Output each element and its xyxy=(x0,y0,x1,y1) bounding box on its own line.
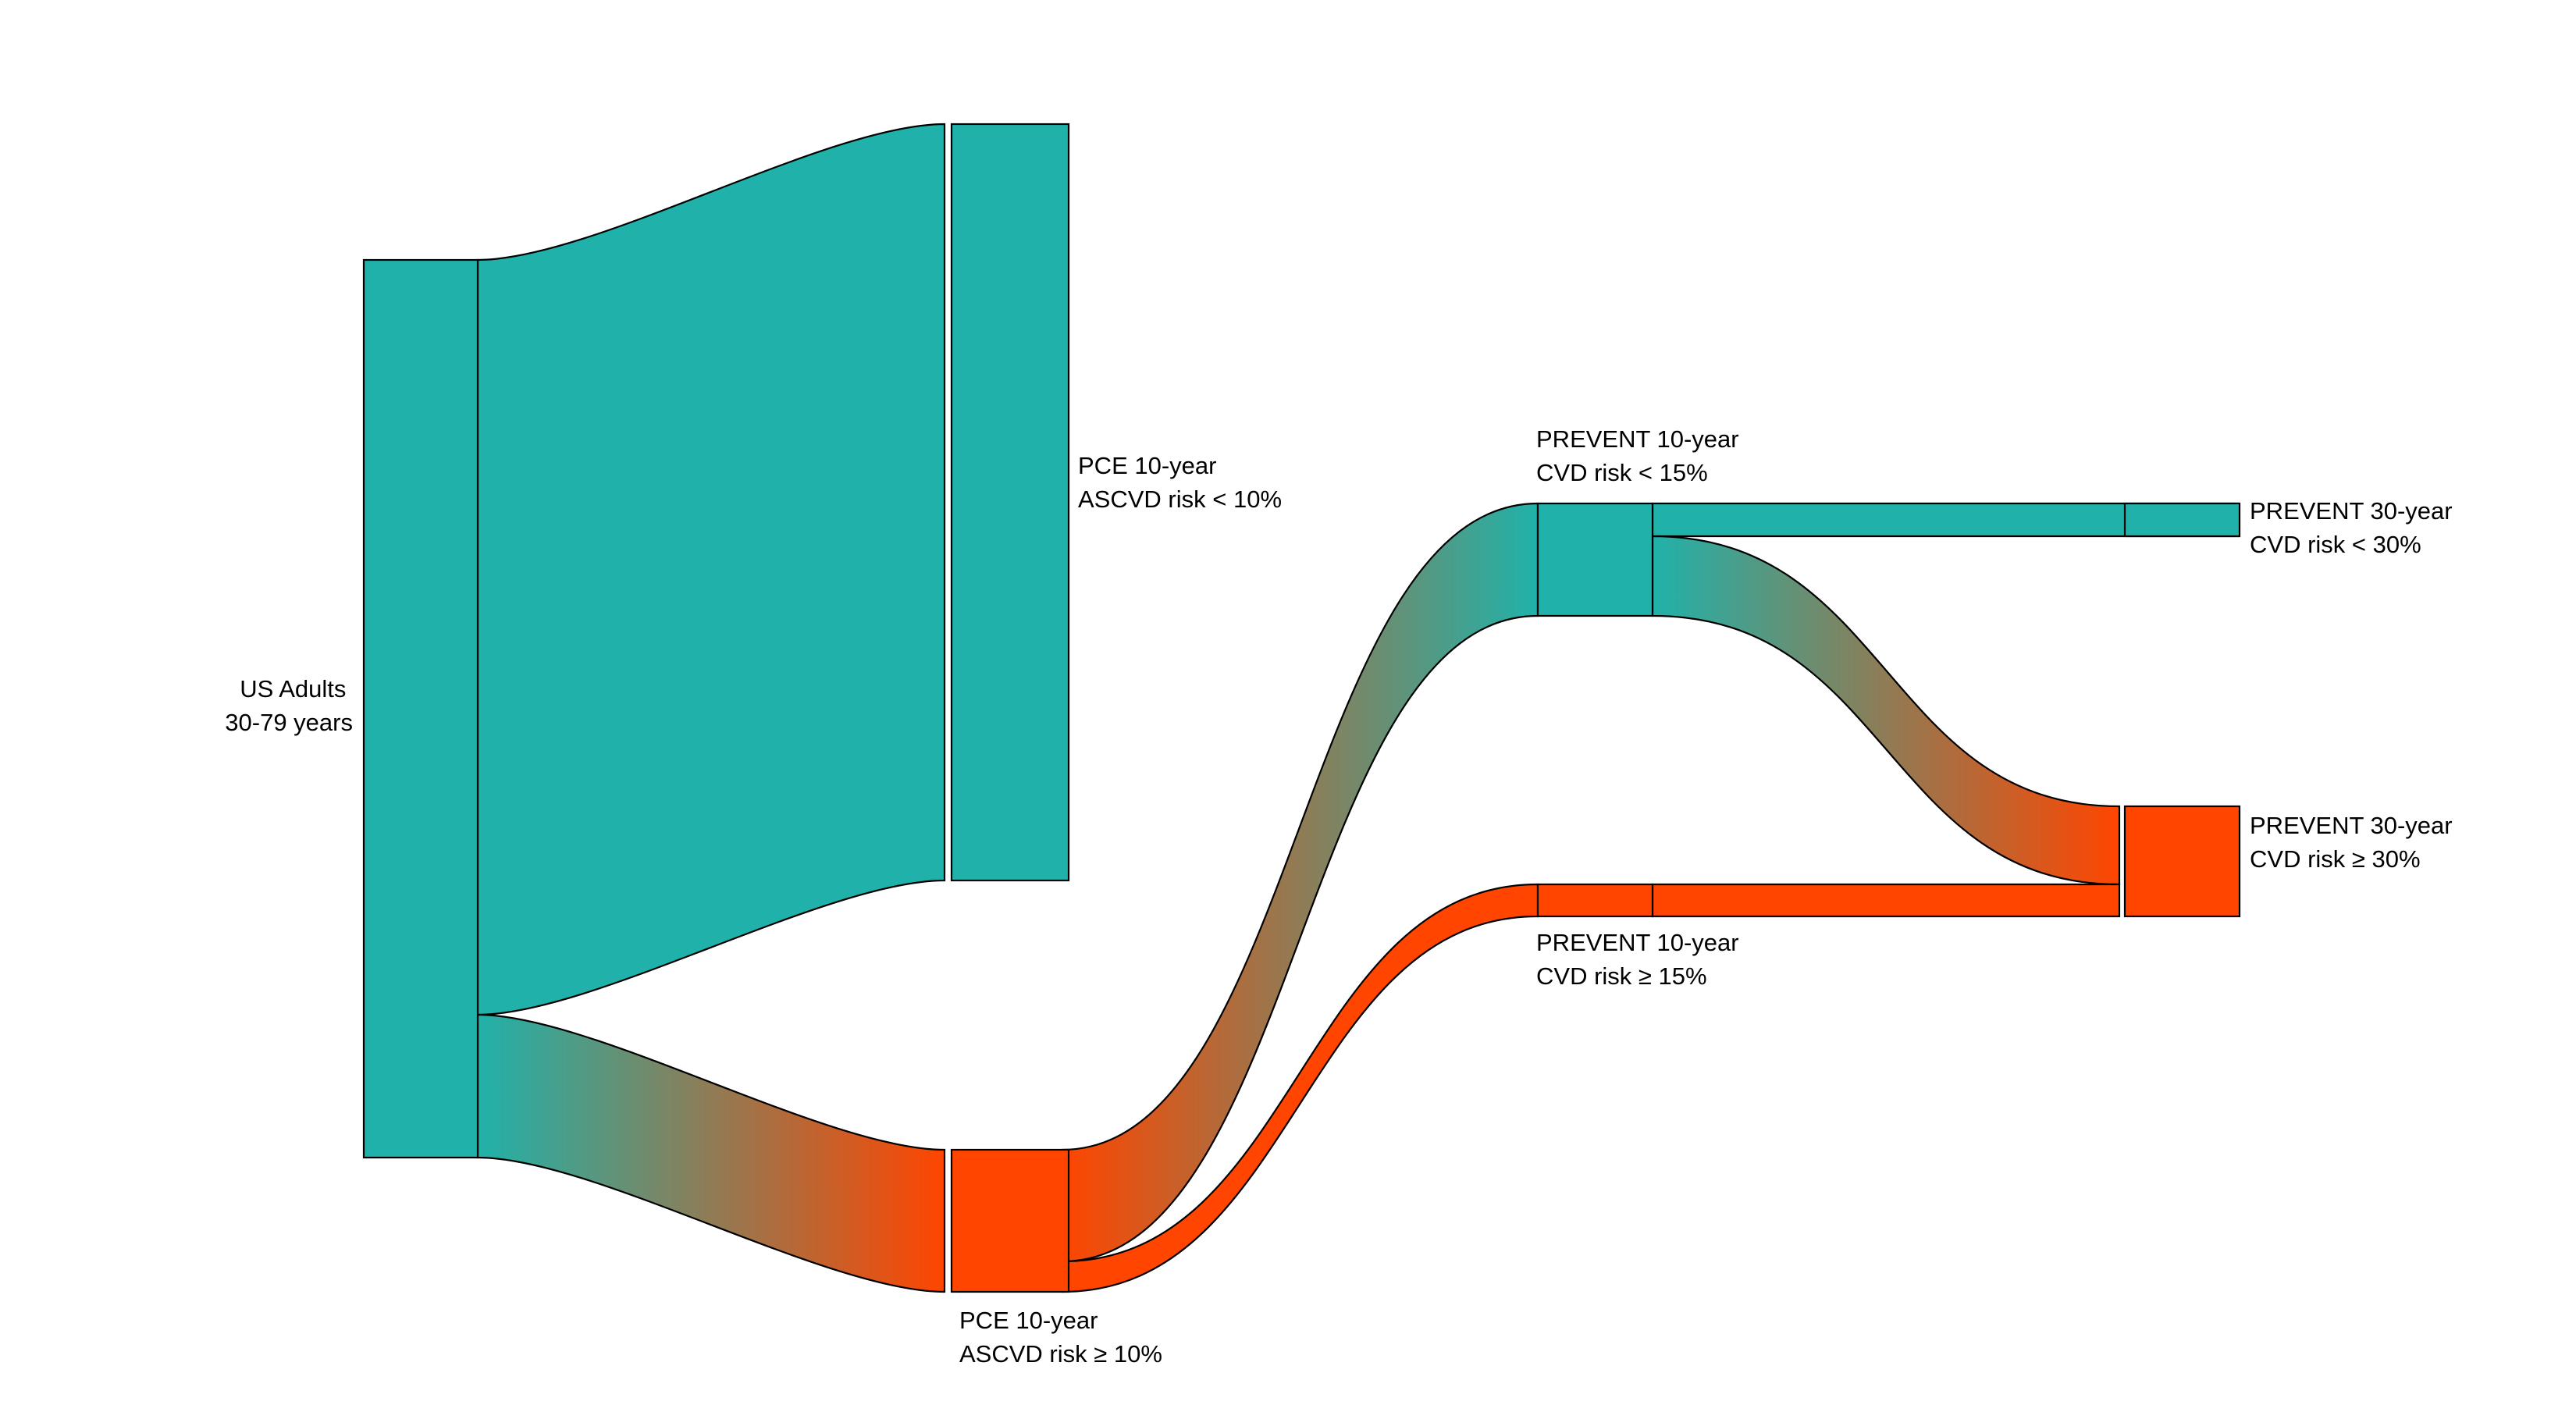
label-prevent30-low-line-1: PREVENT 30-year xyxy=(2250,497,2453,525)
node-prevent30-high xyxy=(2123,805,2241,918)
node-pce-low xyxy=(950,123,1070,882)
label-pce-low-line-1: PCE 10-year xyxy=(1078,452,1216,479)
label-prevent10-low: PREVENT 10-year CVD risk < 15% xyxy=(1536,425,1745,486)
label-prevent10-low-line-2: CVD risk < 15% xyxy=(1536,459,1708,486)
label-prevent30-high: PREVENT 30-year CVD risk ≥ 30% xyxy=(2250,812,2459,873)
label-prevent30-low-line-2: CVD risk < 30% xyxy=(2250,531,2421,558)
flow-us-adults-to-pce-high xyxy=(476,1013,946,1293)
node-pce-high xyxy=(950,1148,1070,1293)
flows-layer xyxy=(476,123,2240,1293)
label-prevent30-high-line-2: CVD risk ≥ 30% xyxy=(2250,845,2421,873)
label-prevent10-high: PREVENT 10-year CVD risk ≥ 15% xyxy=(1536,929,1745,990)
label-pce-low-line-2: ASCVD risk < 10% xyxy=(1078,486,1282,513)
node-prevent10-high xyxy=(1536,883,1654,918)
label-us-adults: US Adults 30-79 years xyxy=(225,675,353,736)
label-us-adults-line-1: US Adults xyxy=(240,675,346,702)
nodes-layer xyxy=(362,123,2241,1293)
node-us-adults xyxy=(362,258,479,1159)
label-us-adults-line-2: 30-79 years xyxy=(225,709,353,736)
label-prevent10-high-line-2: CVD risk ≥ 15% xyxy=(1536,962,1707,990)
flow-prevent10-high-to-prevent30-high xyxy=(1651,883,2121,918)
label-prevent10-low-line-1: PREVENT 10-year xyxy=(1536,425,1739,453)
flow-us-adults-to-pce-low xyxy=(476,123,946,1016)
label-pce-high: PCE 10-year ASCVD risk ≥ 10% xyxy=(959,1307,1162,1368)
label-pce-high-line-2: ASCVD risk ≥ 10% xyxy=(959,1340,1162,1368)
label-pce-high-line-1: PCE 10-year xyxy=(959,1307,1098,1334)
label-prevent10-high-line-1: PREVENT 10-year xyxy=(1536,929,1739,956)
label-prevent30-high-line-1: PREVENT 30-year xyxy=(2250,812,2453,839)
label-prevent30-low: PREVENT 30-year CVD risk < 30% xyxy=(2250,497,2459,558)
labels-layer: US Adults 30-79 years PCE 10-year ASCVD … xyxy=(225,425,2459,1368)
flow-pce-high-to-prevent10-low xyxy=(1061,502,1539,1263)
node-prevent10-low xyxy=(1536,502,1654,617)
flow-prevent10-low-to-prevent30-high xyxy=(1651,535,2121,886)
label-pce-low: PCE 10-year ASCVD risk < 10% xyxy=(1078,452,1282,513)
node-prevent30-low xyxy=(2123,502,2241,538)
